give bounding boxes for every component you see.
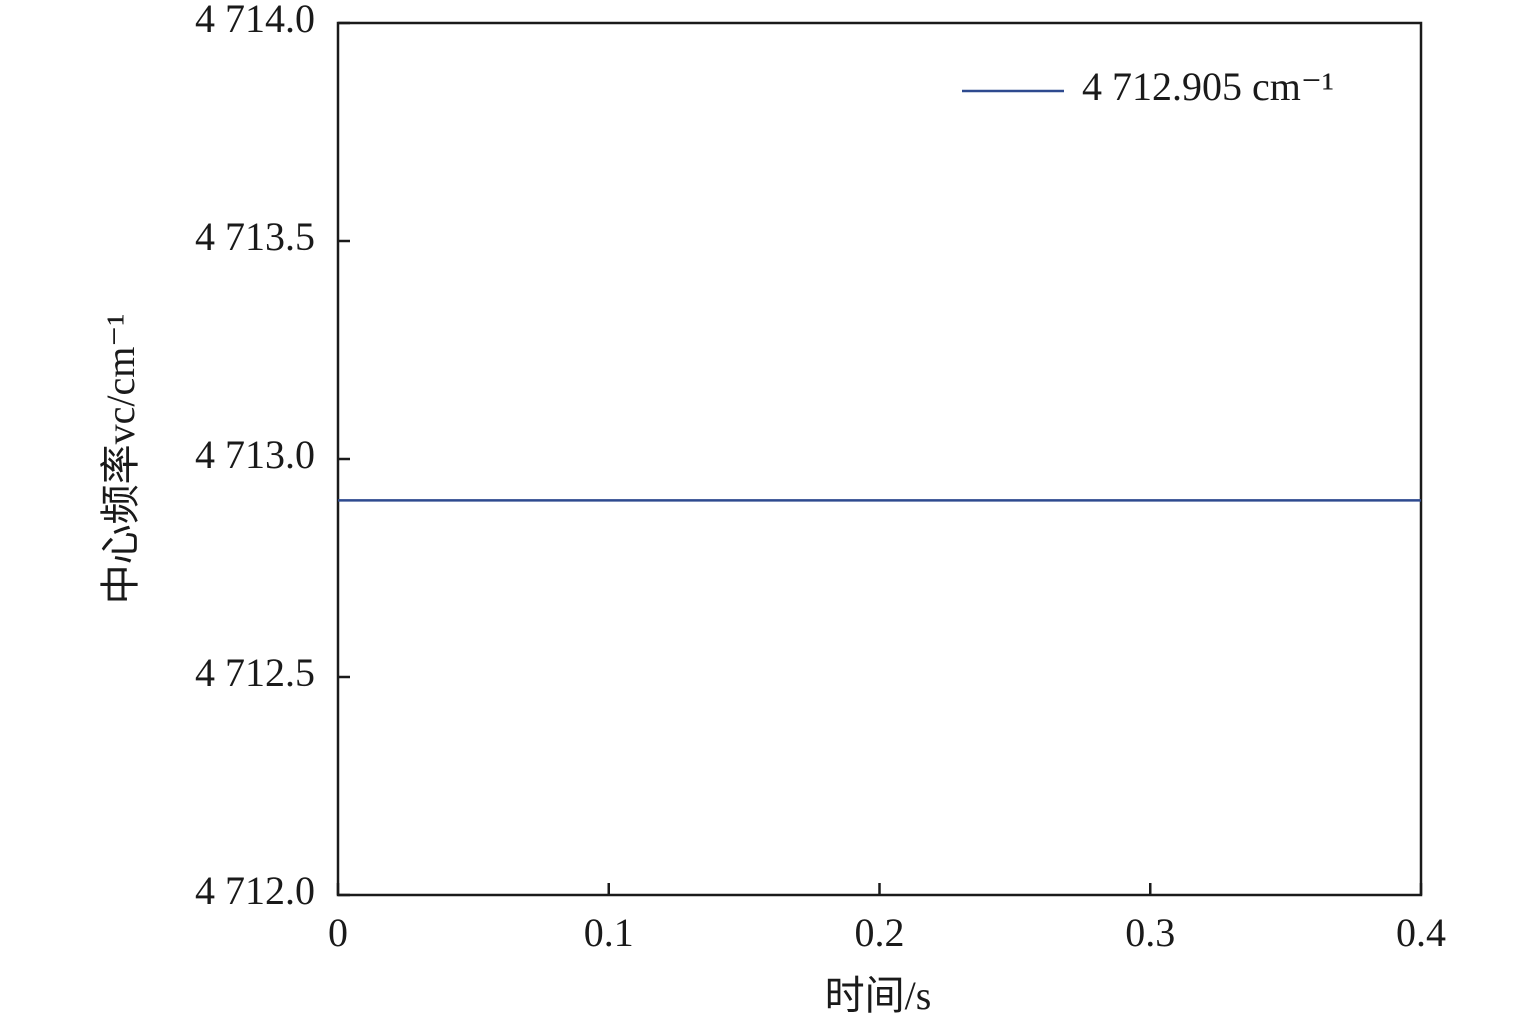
legend-label: 4 712.905 cm⁻¹ xyxy=(1082,64,1334,109)
x-tick-label: 0 xyxy=(328,910,348,955)
x-tick-label: 0.1 xyxy=(584,910,634,955)
y-tick-label: 4 712.0 xyxy=(195,868,315,913)
x-tick-label: 0.4 xyxy=(1396,910,1446,955)
y-axis-label: 中心频率vc/cm⁻¹ xyxy=(98,314,143,605)
y-tick-label: 4 713.5 xyxy=(195,214,315,259)
y-tick-label: 4 713.0 xyxy=(195,432,315,477)
x-tick-label: 0.2 xyxy=(855,910,905,955)
y-tick-label: 4 712.5 xyxy=(195,650,315,695)
plot-frame xyxy=(336,21,1423,897)
x-tick-label: 0.3 xyxy=(1125,910,1175,955)
x-axis-label: 时间/s xyxy=(825,973,932,1018)
y-tick-label: 4 714.0 xyxy=(195,0,315,41)
